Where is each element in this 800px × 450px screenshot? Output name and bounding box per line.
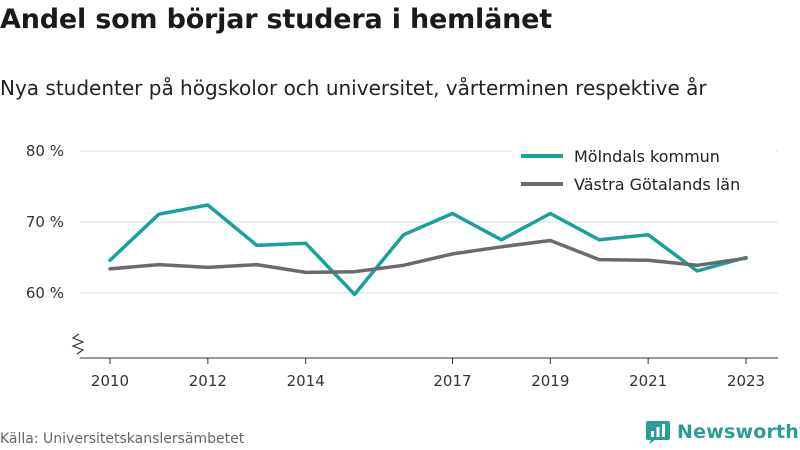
- y-axis-labels: 60 % 70 % 80 %: [26, 142, 64, 302]
- x-tick-label: 2012: [189, 372, 227, 390]
- x-tick-label: 2023: [727, 372, 765, 390]
- legend: Mölndals kommun Västra Götalands län: [512, 143, 776, 195]
- brand-name: Newsworthy: [677, 421, 800, 443]
- y-tick-label: 80 %: [26, 142, 64, 160]
- y-tick-label: 60 %: [26, 284, 64, 302]
- source-note: Källa: Universitetskanslersämbetet: [0, 431, 245, 447]
- brand-logo: Newsworthy: [645, 419, 800, 445]
- x-tick-label: 2017: [433, 372, 471, 390]
- legend-label: Mölndals kommun: [574, 147, 720, 166]
- y-tick-label: 70 %: [26, 213, 64, 231]
- newsworthy-icon: [646, 421, 670, 444]
- axis-break-icon: [71, 333, 85, 355]
- chart-subtitle: Nya studenter på högskolor och universit…: [0, 76, 707, 100]
- x-tick-label: 2021: [629, 372, 667, 390]
- x-axis: 2010 2012 2014 2017 2019 2021 2023: [71, 333, 778, 390]
- series-line: [108, 238, 748, 275]
- series-lines: [108, 203, 748, 297]
- legend-label: Västra Götalands län: [574, 175, 740, 194]
- chart-title: Andel som börjar studera i hemlänet: [0, 4, 552, 35]
- series-line: [108, 203, 748, 297]
- x-tick-label: 2014: [287, 372, 325, 390]
- x-tick-label: 2019: [531, 372, 569, 390]
- x-tick-label: 2010: [91, 372, 129, 390]
